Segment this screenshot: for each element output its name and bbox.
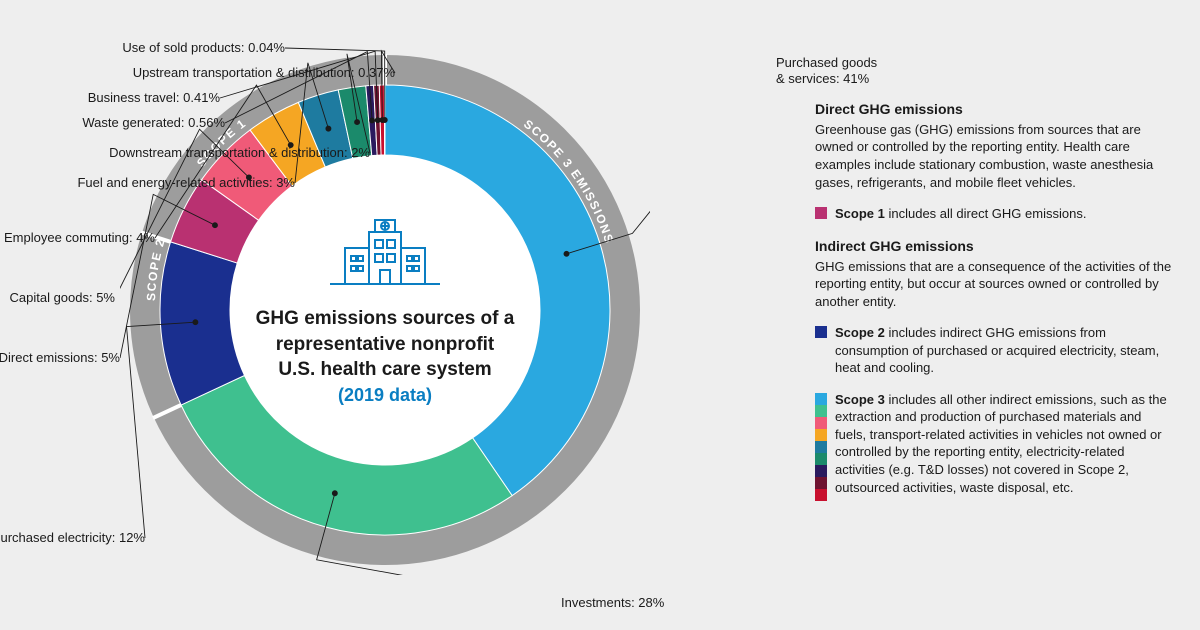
label-business_travel: Business travel: 0.41% [0, 90, 220, 106]
legend-scope2-swatch [815, 326, 827, 338]
legend-scope1-row: Scope 1 includes all direct GHG emission… [815, 205, 1175, 223]
label-downstream_trans: Downstream transportation & distribution… [0, 145, 370, 161]
label-waste_generated: Waste generated: 0.56% [0, 115, 225, 131]
legend-indirect-body: GHG emissions that are a consequence of … [815, 258, 1175, 311]
label-upstream_trans: Upstream transportation & distribution: … [0, 65, 395, 81]
label-use_sold_products: Use of sold products: 0.04% [0, 40, 285, 56]
legend-panel: Direct GHG emissions Greenhouse gas (GHG… [815, 100, 1175, 510]
label-purchased_goods: Purchased goods & services: 41% [776, 55, 916, 86]
label-direct_emissions: Direct emissions: 5% [0, 350, 120, 366]
chart-center-text: GHG emissions sources of a representativ… [255, 214, 515, 406]
label-capital_goods: Capital goods: 5% [0, 290, 115, 306]
title-line3: U.S. health care system [278, 359, 491, 380]
legend-scope1-swatch [815, 207, 827, 219]
title-line1: GHG emissions sources of a [256, 308, 515, 329]
legend-scope3-row: Scope 3 includes all other indirect emis… [815, 391, 1175, 496]
title-line2: representative nonprofit [276, 334, 495, 355]
label-purchased_elec: Purchased electricity: 12% [0, 530, 145, 546]
label-fuel_energy: Fuel and energy-related activities: 3% [0, 175, 295, 191]
chart-year: (2019 data) [255, 385, 515, 406]
legend-scope3-text: includes all other indirect emissions, s… [835, 392, 1167, 495]
legend-scope3-swatches [815, 393, 827, 501]
legend-scope2-row: Scope 2 includes indirect GHG emissions … [815, 324, 1175, 377]
legend-scope1-text: includes all direct GHG emissions. [888, 206, 1086, 221]
label-investments: Investments: 28% [561, 595, 664, 611]
legend-indirect-title: Indirect GHG emissions [815, 237, 1175, 256]
legend-direct-body: Greenhouse gas (GHG) emissions from sour… [815, 121, 1175, 191]
legend-direct-title: Direct GHG emissions [815, 100, 1175, 119]
label-employee_commute: Employee commuting: 4% [0, 230, 155, 246]
